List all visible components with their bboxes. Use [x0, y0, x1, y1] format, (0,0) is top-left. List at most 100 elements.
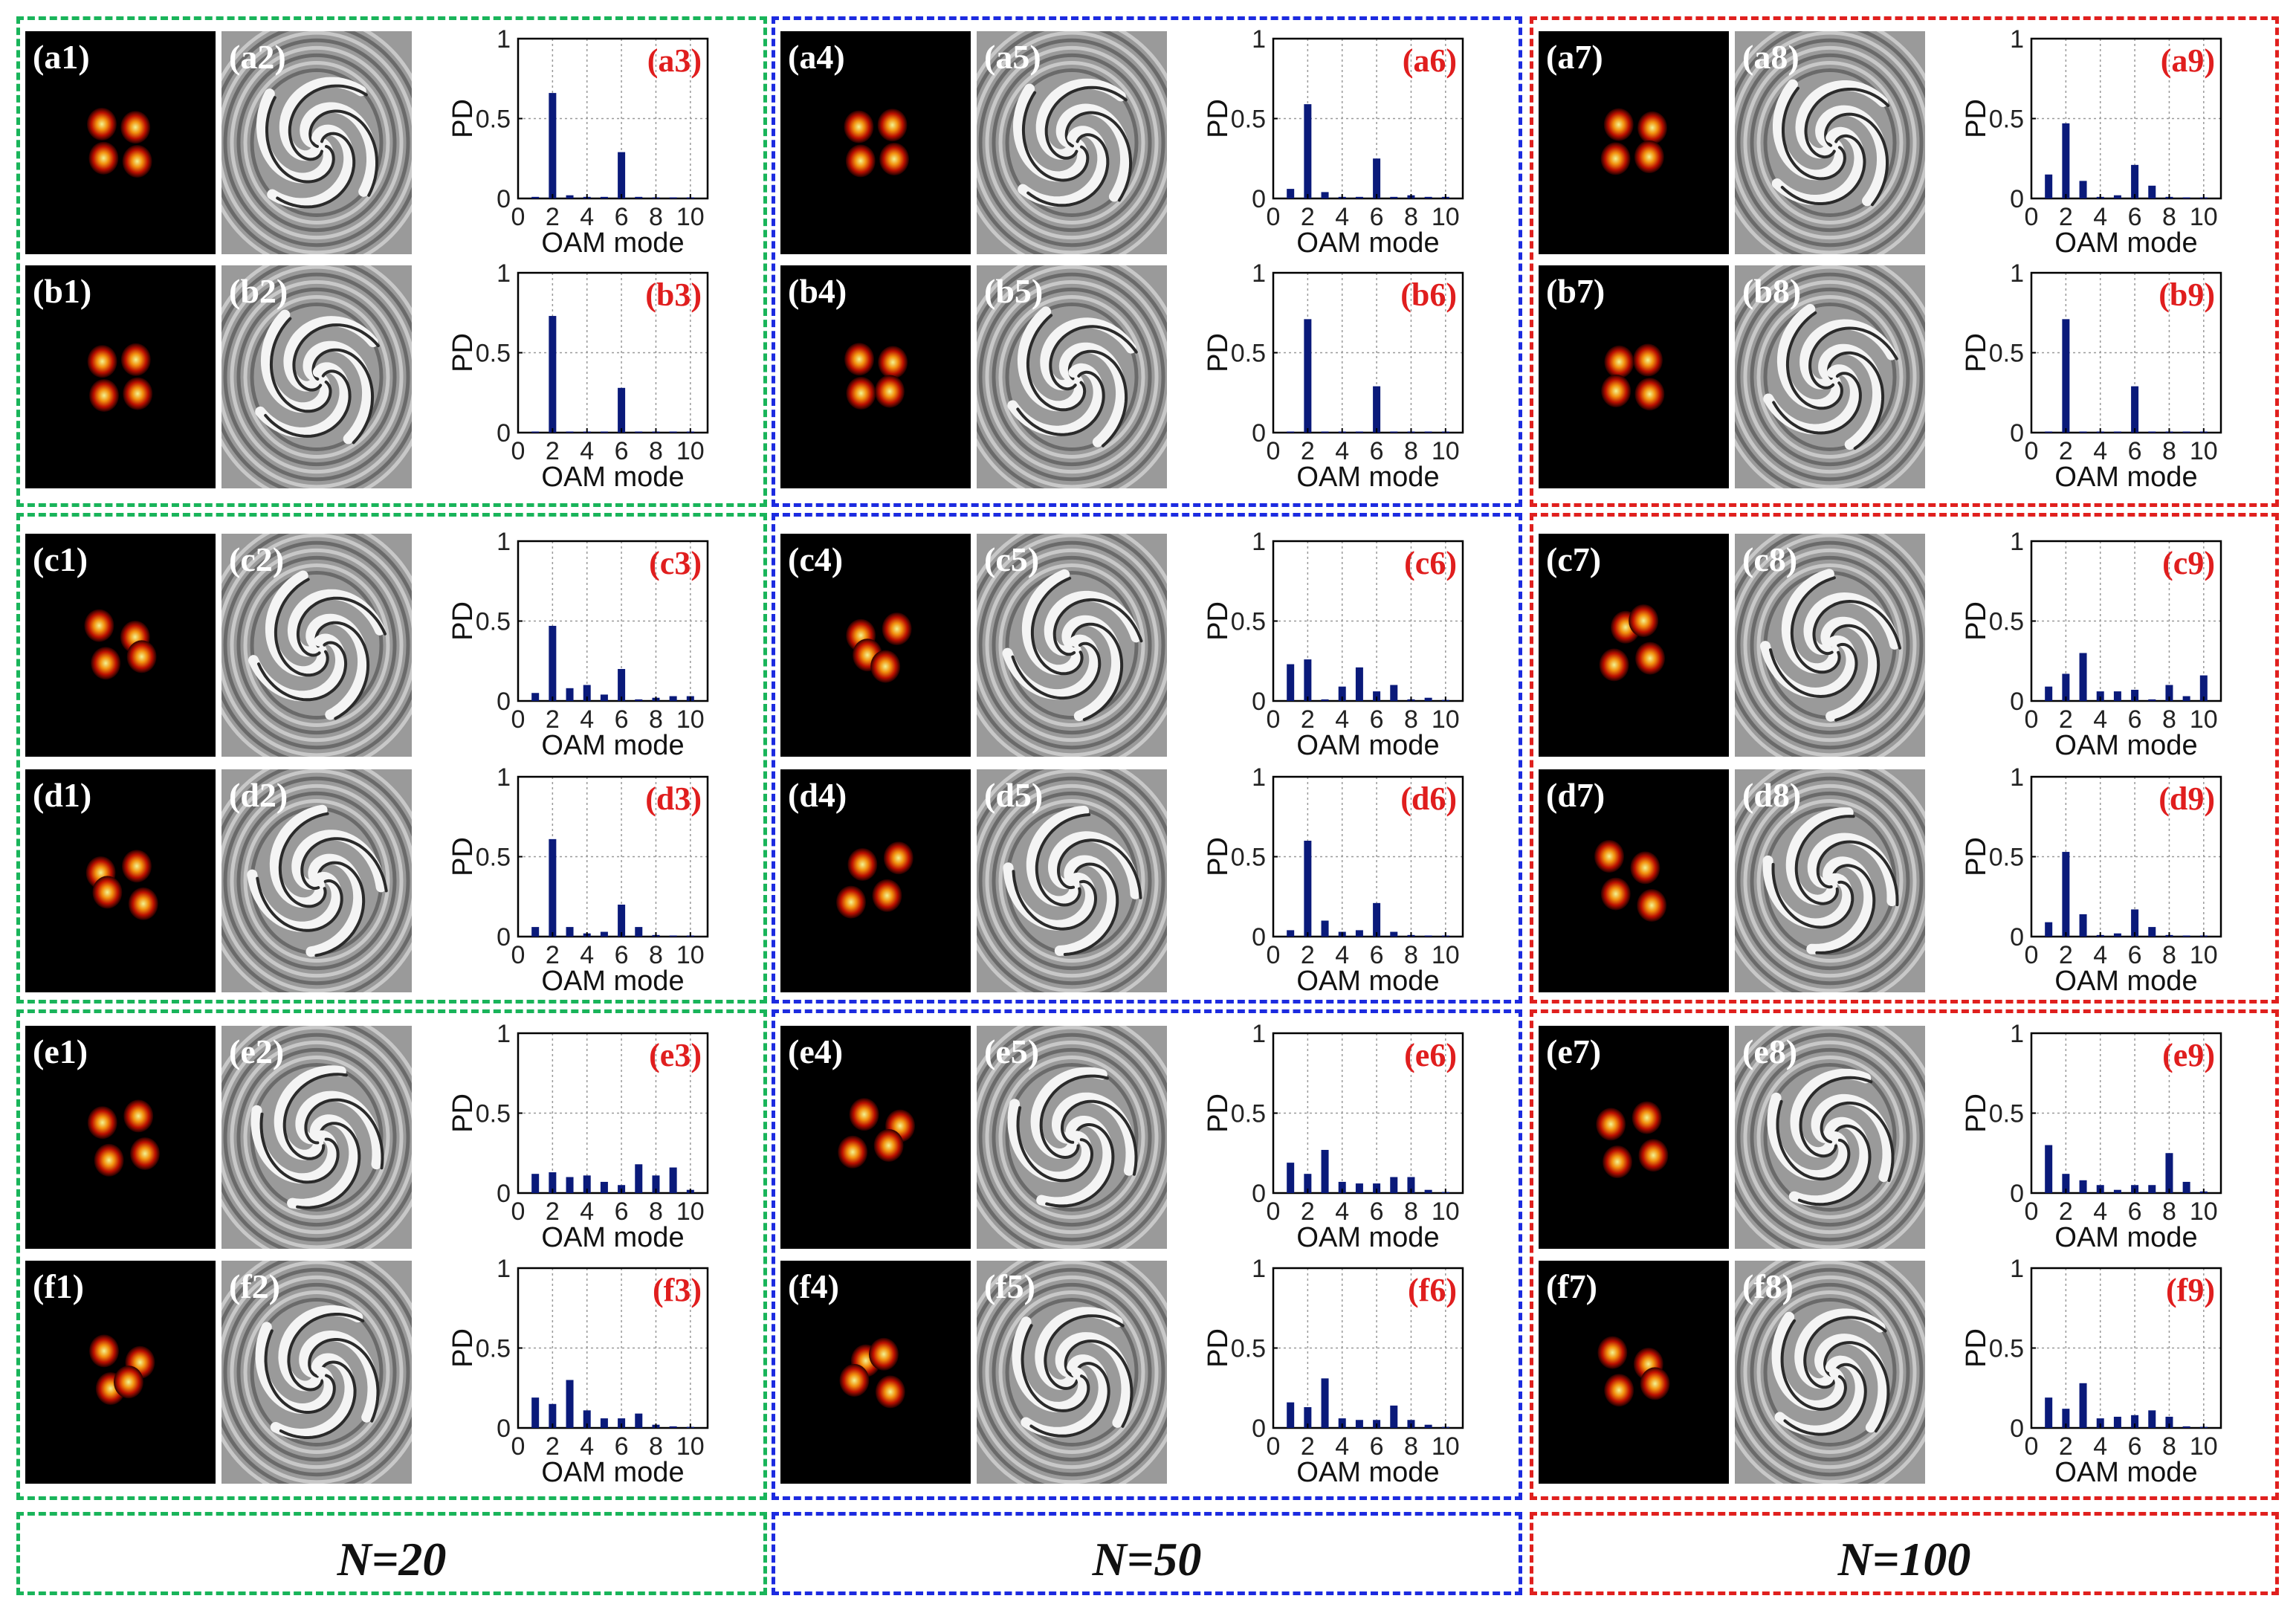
- bar-mode-3: [2079, 914, 2087, 937]
- group-frame-n50-3: [772, 1009, 1522, 1500]
- intensity-lobe: [1600, 877, 1631, 911]
- intensity-lobe: [122, 850, 152, 883]
- x-tick-label: 10: [2190, 437, 2218, 465]
- panel-label: (a5): [984, 38, 1041, 76]
- intensity-lobe: [877, 109, 908, 142]
- bar-mode-7: [2148, 927, 2156, 937]
- x-tick-label: 8: [1404, 203, 1418, 231]
- intensity-image-c1: (c1): [25, 534, 216, 757]
- x-tick-label: 6: [2128, 705, 2142, 734]
- intensity-pattern: [1597, 1336, 1670, 1407]
- x-tick-label: 0: [2025, 705, 2039, 734]
- y-tick-label: 0: [497, 419, 511, 447]
- phase-pattern: [977, 265, 1167, 488]
- y-tick-label: 1: [497, 763, 511, 792]
- intensity-pattern: [1600, 108, 1667, 175]
- phase-pattern: [1735, 265, 1925, 488]
- bar-mode-5: [2113, 1416, 2121, 1428]
- phase-image-c8: (c8): [1735, 534, 1925, 757]
- intensity-lobe: [839, 1364, 870, 1397]
- y-tick-label: 0.5: [476, 844, 511, 872]
- bar-mode-1: [1287, 1163, 1295, 1193]
- bar-mode-3: [566, 1177, 574, 1193]
- x-tick-label: 10: [2190, 941, 2218, 969]
- bar-mode-6: [618, 387, 626, 433]
- bar-mode-6: [1373, 386, 1381, 433]
- x-tick-label: 6: [2128, 1432, 2142, 1461]
- bar-mode-6: [618, 1418, 626, 1428]
- bar-mode-4: [583, 1175, 591, 1193]
- bar-mode-5: [2113, 431, 2121, 433]
- phase-image-d5: (d5): [977, 769, 1167, 992]
- x-tick-label: 10: [1432, 437, 1460, 465]
- bar-mode-3: [1321, 1149, 1329, 1193]
- bar-mode-9: [1424, 697, 1432, 701]
- y-tick-label: 1: [1252, 1020, 1266, 1048]
- panel-label: (e1): [33, 1032, 88, 1070]
- bar-mode-3: [566, 431, 574, 433]
- x-tick-label: 0: [511, 941, 526, 969]
- x-tick-label: 2: [1301, 437, 1315, 465]
- phase-image-a2: (a2): [221, 31, 412, 254]
- panel-title: (c6): [1404, 545, 1457, 581]
- y-axis-label: PD: [1203, 99, 1234, 138]
- intensity-lobe: [883, 841, 913, 875]
- bar-mode-3: [2079, 653, 2087, 701]
- intensity-lobe: [870, 650, 901, 683]
- y-axis-label: PD: [1203, 333, 1234, 372]
- bar-mode-6: [2131, 1415, 2139, 1428]
- intensity-lobe: [89, 379, 119, 412]
- group-frame-n20-2: [16, 513, 767, 1003]
- bar-mode-6: [2131, 386, 2139, 433]
- x-axis-label: OAM mode: [2054, 227, 2197, 259]
- intensity-lobe: [123, 1099, 154, 1133]
- x-tick-label: 6: [1370, 705, 1384, 734]
- panel-title: (d9): [2158, 780, 2215, 817]
- bar-mode-5: [1355, 1183, 1363, 1193]
- bar-mode-1: [1287, 189, 1295, 198]
- y-tick-label: 0.5: [1989, 106, 2024, 134]
- phase-pattern: [221, 1261, 412, 1484]
- bar-mode-5: [600, 431, 608, 433]
- y-axis-label: PD: [1203, 1093, 1234, 1133]
- intensity-lobe: [120, 343, 151, 376]
- x-tick-label: 4: [1335, 1198, 1349, 1226]
- n-label-box-n100: N=100: [1530, 1512, 2279, 1595]
- x-tick-label: 0: [2025, 437, 2039, 465]
- panel-label: (b5): [984, 272, 1044, 310]
- intensity-lobe: [87, 345, 117, 378]
- bar-mode-1: [531, 1174, 540, 1193]
- bar-mode-7: [1390, 431, 1398, 433]
- bar-mode-2: [549, 1403, 557, 1428]
- x-tick-label: 10: [1432, 1198, 1460, 1226]
- intensity-lobe: [1635, 641, 1665, 675]
- y-axis-label: PD: [1203, 601, 1234, 641]
- intensity-image-b1: (b1): [25, 265, 216, 488]
- phase-pattern: [221, 534, 412, 757]
- x-axis-label: OAM mode: [1296, 1457, 1439, 1488]
- panel-label: (d5): [984, 776, 1044, 814]
- phase-pattern: [1735, 769, 1925, 992]
- bar-mode-6: [618, 905, 626, 937]
- x-tick-label: 2: [1301, 203, 1315, 231]
- panel-title: (d6): [1400, 780, 1457, 817]
- y-tick-label: 1: [1252, 1255, 1266, 1283]
- bar-mode-3: [2079, 1383, 2087, 1428]
- panel-title: (a6): [1403, 42, 1457, 79]
- y-axis-label: PD: [447, 1093, 479, 1133]
- bar-mode-7: [1390, 1405, 1398, 1428]
- x-tick-label: 2: [1301, 1198, 1315, 1226]
- intensity-image-e4: (e4): [780, 1026, 971, 1249]
- panel-title: (a9): [2161, 42, 2215, 79]
- x-tick-label: 0: [1267, 1198, 1281, 1226]
- bar-mode-1: [1287, 431, 1295, 433]
- panel-title: (f3): [653, 1272, 702, 1308]
- panel-label: (f1): [33, 1267, 84, 1305]
- x-tick-label: 0: [511, 1432, 526, 1461]
- phase-image-f5: (f5): [977, 1261, 1167, 1484]
- y-tick-label: 0.5: [1231, 1100, 1266, 1128]
